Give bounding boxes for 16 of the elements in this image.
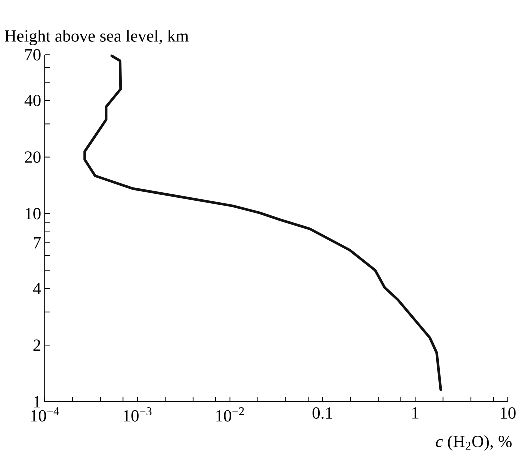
y-tick-label: 1 — [34, 396, 40, 408]
x-tick-label: 10$^{−2}$ — [216, 408, 244, 422]
y-tick-label: 4 — [33, 283, 42, 294]
x-tick-label: 10$^{−3}$ — [124, 408, 152, 422]
y-tick-label: 20 — [25, 152, 41, 164]
y-tick-label: 2 — [34, 340, 41, 352]
y-tick-label: 7 — [34, 237, 41, 249]
x-tick-label: 1 — [412, 408, 419, 419]
x-tick-label: 0.1 — [312, 408, 332, 420]
x-tick-label: 10 — [500, 408, 516, 419]
y-tick-label: 40 — [24, 94, 41, 106]
y-tick-label: 10 — [26, 208, 41, 220]
x-tick-label: 10$^{−4}$ — [31, 408, 60, 422]
y-tick-label: 70 — [26, 49, 41, 61]
y-axis-title: Height above sea level, km — [5, 30, 189, 46]
x-axis-title: c (H$_{2}$O), % — [436, 436, 512, 451]
